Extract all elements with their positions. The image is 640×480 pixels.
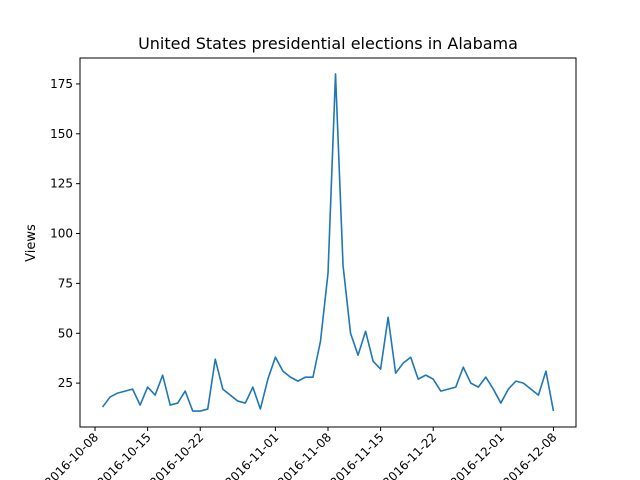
y-tick-label: 50 (58, 326, 73, 340)
y-tick-label: 25 (58, 376, 73, 390)
y-tick-label: 75 (58, 276, 73, 290)
y-axis-label: Views (24, 224, 39, 262)
y-tick-label: 150 (50, 127, 73, 141)
y-tick-label: 175 (50, 77, 73, 91)
y-tick-label: 125 (50, 177, 73, 191)
chart-title: United States presidential elections in … (138, 34, 518, 53)
axes-frame (79, 57, 577, 428)
series-line (101, 73, 555, 412)
y-tick-label: 100 (50, 227, 73, 241)
